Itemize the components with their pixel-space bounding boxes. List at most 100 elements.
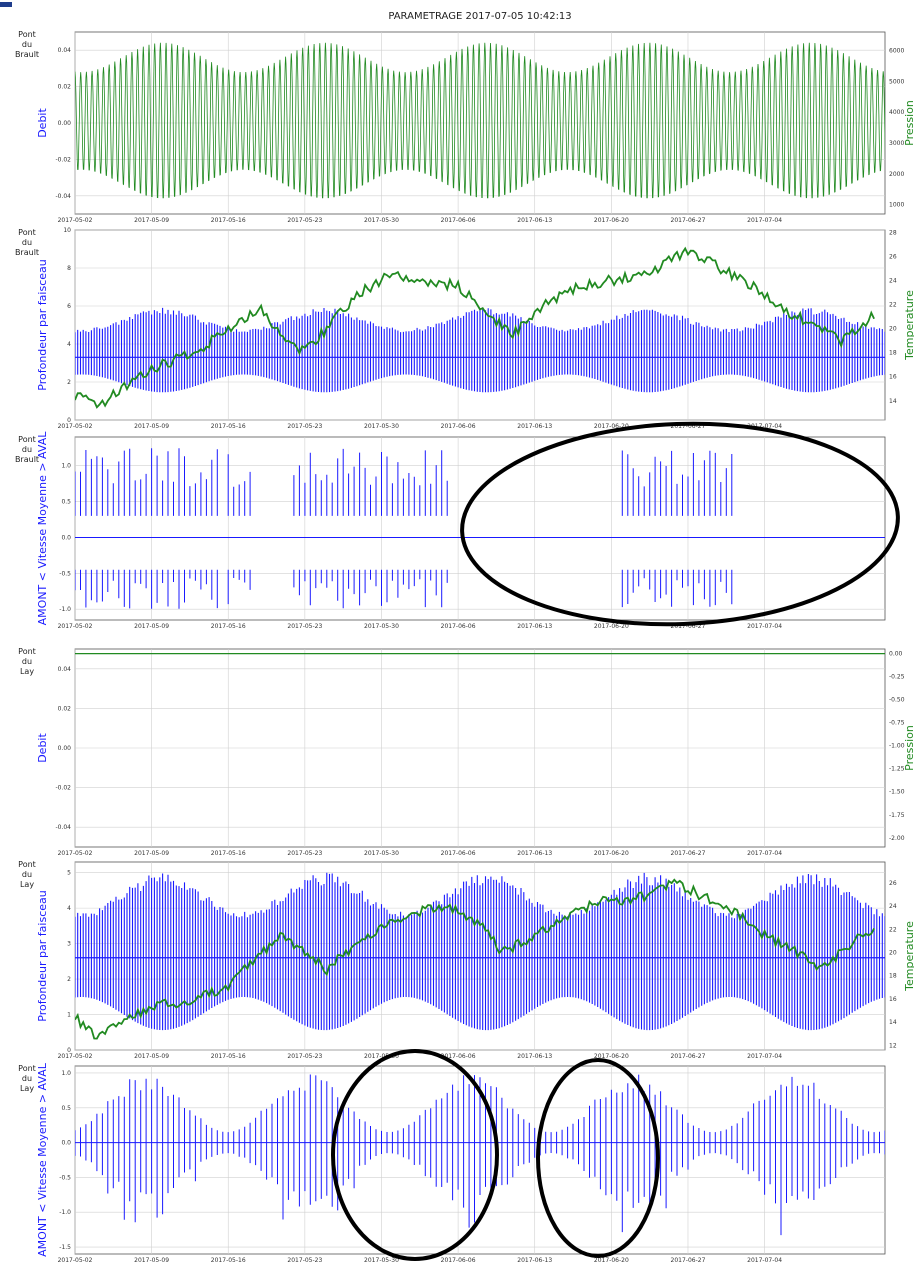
y2-tick-label: 4000	[889, 109, 904, 116]
y-tick-label: 10	[63, 227, 71, 234]
y2-tick-label: -0.75	[889, 720, 905, 727]
y2-tick-label: 24	[889, 278, 897, 285]
x-tick-label: 2017-05-09	[134, 850, 169, 857]
x-tick-label: 2017-05-02	[58, 850, 93, 857]
y-tick-label: 0.00	[58, 120, 72, 127]
y2-tick-label: 0.00	[889, 651, 903, 658]
x-tick-label: 2017-05-02	[58, 1257, 93, 1263]
x-tick-label: 2017-05-30	[364, 1257, 399, 1263]
x-tick-label: 2017-05-23	[287, 850, 322, 857]
x-tick-label: 2017-06-27	[671, 423, 706, 430]
y2-tick-label: 16	[889, 996, 897, 1003]
y2-tick-label: 18	[889, 973, 897, 980]
y-tick-label: 4	[67, 905, 71, 912]
y2-tick-label: 1000	[889, 202, 904, 209]
x-tick-label: 2017-05-30	[364, 850, 399, 857]
y-axis-label: AMONT < Vitesse Moyenne > AVAL	[36, 431, 49, 626]
y-tick-label: -1.0	[59, 606, 71, 613]
x-tick-label: 2017-05-16	[211, 1053, 246, 1060]
plot-area	[75, 42, 885, 199]
y2-tick-label: 14	[889, 1019, 897, 1026]
y2-tick-label: 22	[889, 926, 897, 933]
y-tick-label: 0.04	[58, 666, 72, 673]
plot-area	[75, 246, 885, 409]
x-tick-label: 2017-05-30	[364, 423, 399, 430]
x-tick-label: 2017-06-27	[671, 1257, 706, 1263]
panel-pont-du-brault-vitesse: 2017-05-02 2017-05-09 2017-05-16 2017-05-23…	[15, 421, 900, 630]
x-tick-label: 2017-05-30	[364, 217, 399, 224]
y-tick-label: 0.02	[58, 84, 72, 91]
y2-tick-label: 26	[889, 253, 897, 260]
y-tick-label: 1.0	[61, 1070, 71, 1077]
x-tick-label: 2017-05-09	[134, 1257, 169, 1263]
x-tick-label: 2017-05-16	[211, 217, 246, 224]
series-line	[75, 307, 885, 393]
y-axis-label: Debit	[36, 108, 49, 138]
y-tick-label: 3	[67, 941, 71, 948]
y-tick-label: 0.5	[61, 499, 71, 506]
series-line	[75, 872, 885, 1031]
x-tick-label: 2017-06-13	[517, 1053, 552, 1060]
y-tick-label: -0.04	[55, 193, 71, 200]
y-tick-label: -1.0	[59, 1209, 71, 1216]
x-tick-label: 2017-06-06	[441, 850, 476, 857]
x-tick-label: 2017-06-13	[517, 423, 552, 430]
x-tick-label: 2017-07-04	[747, 850, 782, 857]
x-tick-label: 2017-06-13	[517, 217, 552, 224]
y-tick-label: 0	[67, 1047, 71, 1054]
y2-tick-label: 6000	[889, 48, 904, 55]
y2-tick-label: 22	[889, 302, 897, 309]
y2-axis-label: Pression	[903, 725, 914, 771]
x-tick-label: 2017-05-23	[287, 1053, 322, 1060]
y-tick-label: 0.0	[61, 534, 71, 541]
x-tick-label: 2017-05-02	[58, 217, 93, 224]
y-tick-label: 1	[67, 1012, 71, 1019]
series-line	[75, 246, 875, 409]
plot-area	[75, 448, 885, 609]
x-tick-label: 2017-05-02	[58, 1053, 93, 1060]
x-tick-label: 2017-06-13	[517, 623, 552, 630]
station-label: Pont du Lay	[18, 1064, 36, 1093]
x-tick-label: 2017-06-06	[441, 1053, 476, 1060]
y2-tick-label: 20	[889, 950, 897, 957]
y2-tick-label: -0.25	[889, 674, 905, 681]
y-axis-label: Profondeur par faisceau	[36, 890, 49, 1021]
x-tick-label: 2017-06-20	[594, 1053, 629, 1060]
y2-tick-label: 26	[889, 880, 897, 887]
x-tick-label: 2017-06-27	[671, 1053, 706, 1060]
y-tick-label: -1.5	[59, 1244, 71, 1251]
panel-pont-du-brault-debit: 2017-05-02 2017-05-09 2017-05-16 2017-05-23…	[15, 30, 914, 224]
x-tick-label: 2017-05-09	[134, 423, 169, 430]
y-tick-label: 1.0	[61, 463, 71, 470]
y2-tick-label: 18	[889, 350, 897, 357]
y-axis-label: Profondeur par faisceau	[36, 259, 49, 390]
station-label: Pont du Lay	[18, 647, 36, 676]
x-tick-label: 2017-05-30	[364, 623, 399, 630]
panel-pont-du-lay-vitesse: 2017-05-02 2017-05-09 2017-05-16 2017-05-23…	[18, 1049, 886, 1263]
series-points	[75, 448, 733, 609]
y-tick-label: 0.0	[61, 1140, 71, 1147]
station-label: Pont du Brault	[15, 30, 39, 59]
y-tick-label: 6	[67, 303, 71, 310]
y2-tick-label: 16	[889, 374, 897, 381]
series-line	[75, 42, 885, 199]
y2-tick-label: -1.50	[889, 789, 905, 796]
y-tick-label: 2	[67, 379, 71, 386]
cropped-header-icon	[0, 2, 12, 7]
y-tick-label: 0.5	[61, 1105, 71, 1112]
y2-tick-label: 28	[889, 229, 897, 236]
x-tick-label: 2017-05-16	[211, 850, 246, 857]
x-tick-label: 2017-06-20	[594, 850, 629, 857]
y2-tick-label: 5000	[889, 78, 904, 85]
station-label: Pont du Brault	[15, 435, 39, 464]
y-tick-label: -0.02	[55, 156, 71, 163]
y-tick-label: 5	[67, 870, 71, 877]
x-tick-label: 2017-05-23	[287, 623, 322, 630]
panel-pont-du-lay-debit: 2017-05-02 2017-05-09 2017-05-16 2017-05-23…	[18, 647, 914, 857]
series-line	[75, 878, 875, 1040]
y2-tick-label: -0.50	[889, 697, 905, 704]
x-tick-label: 2017-07-04	[747, 623, 782, 630]
x-tick-label: 2017-06-20	[594, 1257, 629, 1263]
y2-tick-label: 3000	[889, 140, 904, 147]
